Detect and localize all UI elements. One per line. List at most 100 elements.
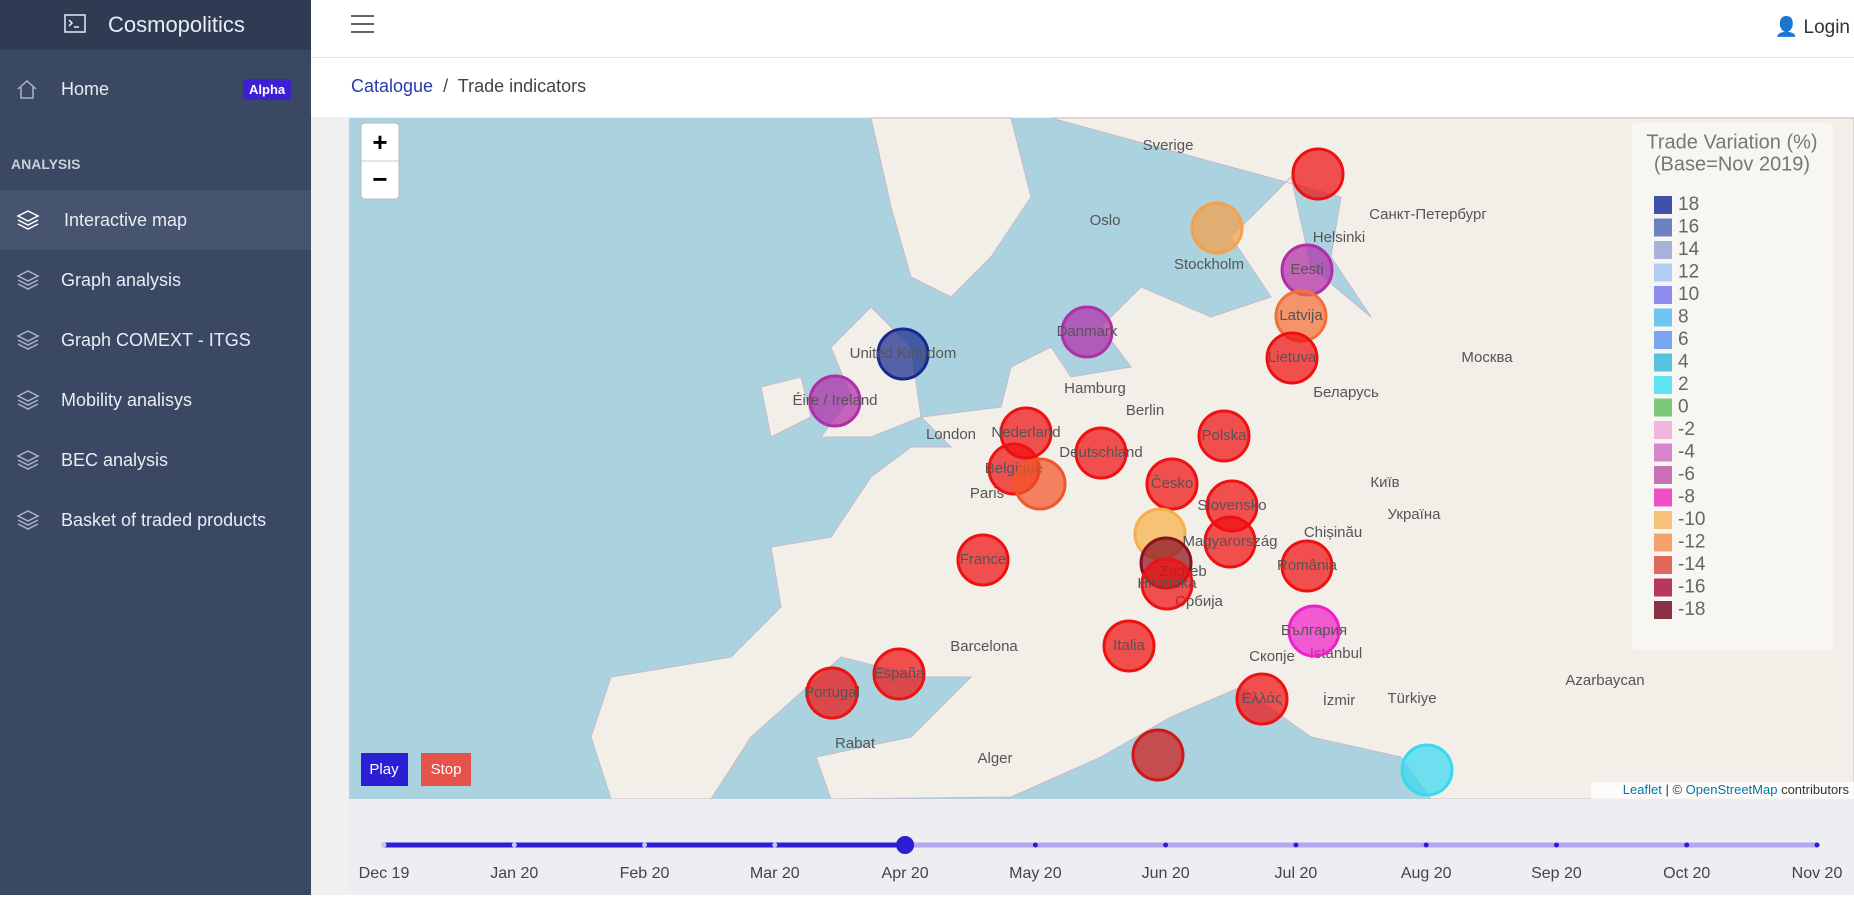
nav-label: Mobility analisys — [61, 389, 193, 410]
country-marker — [1400, 743, 1454, 797]
place-label: Stockholm — [1174, 256, 1244, 273]
place-label: Türkiye — [1387, 690, 1436, 707]
nav-item[interactable]: Graph COMEXT - ITGS — [0, 310, 311, 370]
stop-button[interactable] — [421, 753, 471, 786]
legend-label: -2 — [1678, 419, 1695, 440]
nav-item[interactable]: Mobility analisys — [0, 370, 311, 430]
section-title: ANALYSIS — [11, 156, 81, 172]
layers-icon — [16, 390, 40, 410]
breadcrumb-link[interactable]: Catalogue — [351, 76, 434, 96]
country-label: Latvija — [1279, 307, 1323, 324]
timeline-label: May 20 — [1009, 865, 1062, 882]
legend-swatch — [1654, 421, 1672, 439]
legend-swatch — [1654, 218, 1672, 237]
timeline-label: Feb 20 — [620, 865, 670, 882]
legend-swatch — [1654, 466, 1672, 484]
country-marker — [808, 374, 862, 428]
place-label: Chișinău — [1304, 524, 1362, 541]
timeline-handle[interactable] — [896, 836, 915, 854]
legend-swatch — [1654, 556, 1672, 574]
attr-osm[interactable]: OpenStreetMap — [1686, 782, 1778, 797]
nav-item[interactable]: Graph analysis — [0, 250, 311, 310]
login[interactable]: 👤 Login — [1774, 17, 1851, 38]
map-panel: Sverige Oslo Stockholm Helsinki Санкт-Петерб… — [311, 117, 1854, 895]
place-label: Санкт-Петербург — [1369, 206, 1487, 223]
legend-swatch — [1654, 263, 1672, 282]
attr-rest: contributors — [1781, 782, 1849, 797]
timeline-dot — [772, 842, 778, 848]
country-marker — [1280, 539, 1334, 593]
legend-label: -8 — [1678, 487, 1695, 508]
zoom-control: + − — [360, 122, 400, 200]
timeline-dot — [1814, 842, 1820, 848]
country-label: Polska — [1201, 427, 1247, 444]
sidebar: Cosmopolitics Home Alpha ANALYSIS Intera… — [0, 0, 311, 895]
place-label: Helsinki — [1313, 229, 1366, 246]
country-label: España — [874, 665, 926, 682]
nav-item[interactable]: Interactive map — [0, 190, 311, 250]
legend-label: -16 — [1678, 577, 1705, 598]
country-marker — [1287, 604, 1341, 658]
timeline-label: Oct 20 — [1663, 865, 1710, 882]
nav-label: BEC analysis — [61, 449, 169, 470]
country-marker — [956, 533, 1010, 587]
timeline-label: Jan 20 — [490, 865, 538, 882]
timeline-dot — [381, 842, 387, 848]
layers-icon — [16, 270, 40, 290]
legend-label: 2 — [1678, 374, 1689, 395]
timeline-dot — [1163, 842, 1169, 848]
login-label: Login — [1803, 17, 1851, 38]
legend-subtitle: (Base=Nov 2019) — [1654, 153, 1810, 175]
legend-swatch — [1654, 196, 1672, 214]
legend-label: 18 — [1678, 194, 1699, 215]
country-label: România — [1277, 557, 1338, 574]
country-marker — [876, 327, 930, 381]
legend: Trade Variation (%) (Base=Nov 2019) 1816… — [1632, 123, 1833, 650]
nav-item[interactable]: BEC analysis — [0, 430, 311, 490]
menu-toggle[interactable] — [351, 14, 375, 34]
timeline-dot — [642, 842, 648, 848]
country-marker — [1291, 147, 1345, 201]
zoom-out[interactable]: − — [372, 164, 387, 194]
legend-box — [1632, 123, 1833, 650]
country-label: Lietuva — [1268, 349, 1317, 366]
attr-leaflet[interactable]: Leaflet — [1623, 782, 1662, 797]
country-label: Slovensko — [1197, 497, 1266, 514]
country-marker — [1013, 457, 1067, 511]
attribution: Leaflet | © OpenStreetMap contributors — [1623, 782, 1850, 797]
legend-swatch — [1654, 241, 1672, 259]
legend-label: 4 — [1678, 352, 1689, 373]
country-label: Deutschland — [1059, 444, 1142, 461]
country-marker — [1060, 305, 1114, 359]
legend-swatch — [1654, 443, 1672, 462]
legend-label: 0 — [1678, 397, 1689, 418]
nav-item[interactable]: Basket of traded products — [0, 490, 311, 550]
place-label: Azarbaycan — [1565, 672, 1644, 689]
nav-home[interactable]: Home Alpha — [0, 59, 311, 119]
country-label: Ελλάς — [1242, 690, 1283, 707]
country-label: Eesti — [1290, 261, 1323, 278]
country-marker — [1203, 515, 1257, 569]
legend-label: -18 — [1678, 599, 1705, 620]
country-label: България — [1281, 622, 1347, 639]
legend-swatch — [1654, 511, 1672, 529]
country-label: United Kingdom — [850, 345, 957, 362]
country-label: Danmark — [1057, 323, 1118, 340]
timeline-dot — [511, 842, 517, 848]
play-button[interactable] — [361, 753, 408, 786]
map: Sverige Oslo Stockholm HelsinkiСанкт-Петерб… — [349, 117, 1854, 895]
nav-label: Basket of traded products — [61, 509, 267, 530]
country-label: Éire / Ireland — [792, 392, 877, 409]
place-label: Україна — [1388, 506, 1442, 523]
legend-swatch — [1654, 601, 1672, 619]
timeline-dot — [1684, 842, 1690, 848]
country-marker — [1190, 201, 1244, 255]
zoom-in[interactable]: + — [372, 127, 387, 157]
legend-swatch — [1654, 286, 1672, 304]
brand[interactable]: Cosmopolitics — [0, 0, 311, 50]
brand-icon — [64, 14, 86, 33]
country-label: Nederland — [991, 424, 1060, 441]
layers-icon — [16, 330, 40, 350]
home-icon — [17, 79, 37, 99]
legend-swatch — [1654, 578, 1672, 597]
